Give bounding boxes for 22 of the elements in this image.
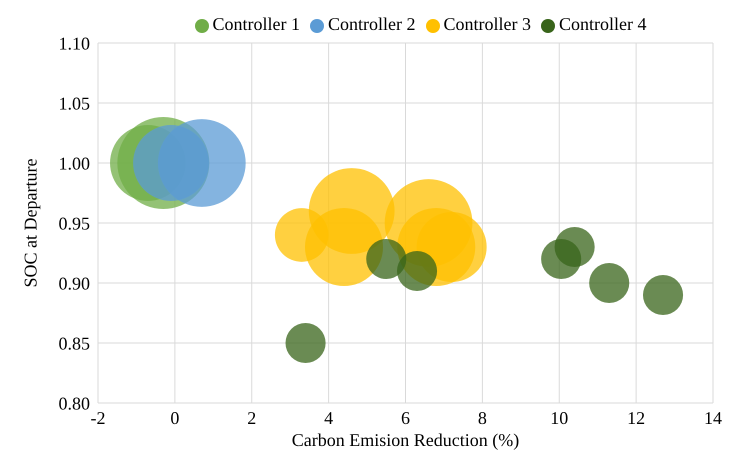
y-tick-label: 0.80 bbox=[58, 393, 90, 414]
x-tick-label: 0 bbox=[170, 408, 180, 428]
y-tick-label: 1.05 bbox=[58, 93, 90, 114]
y-tick-label: 0.90 bbox=[58, 273, 90, 294]
x-tick-label: 12 bbox=[627, 408, 646, 428]
legend-label: Controller 2 bbox=[328, 14, 416, 34]
x-tick-label: 14 bbox=[704, 408, 722, 428]
y-axis-title: SOC at Departure bbox=[20, 158, 40, 288]
x-tick-label: 8 bbox=[478, 408, 487, 428]
x-tick-label: 10 bbox=[550, 408, 568, 428]
x-tick-label: 6 bbox=[401, 408, 410, 428]
legend-label: Controller 4 bbox=[559, 14, 646, 34]
x-tick-label: -2 bbox=[90, 408, 106, 428]
y-tick-label: 0.95 bbox=[58, 213, 90, 234]
y-tick-label: 1.00 bbox=[58, 153, 90, 174]
y-tick-label: 1.10 bbox=[58, 33, 90, 54]
x-axis-title: Carbon Emision Reduction (%) bbox=[292, 430, 520, 450]
x-tick-label: 2 bbox=[247, 408, 256, 428]
legend-label: Controller 3 bbox=[444, 14, 531, 34]
legend-label: Controller 1 bbox=[212, 14, 300, 34]
y-tick-label: 0.85 bbox=[58, 333, 90, 354]
x-tick-label: 4 bbox=[324, 408, 334, 428]
